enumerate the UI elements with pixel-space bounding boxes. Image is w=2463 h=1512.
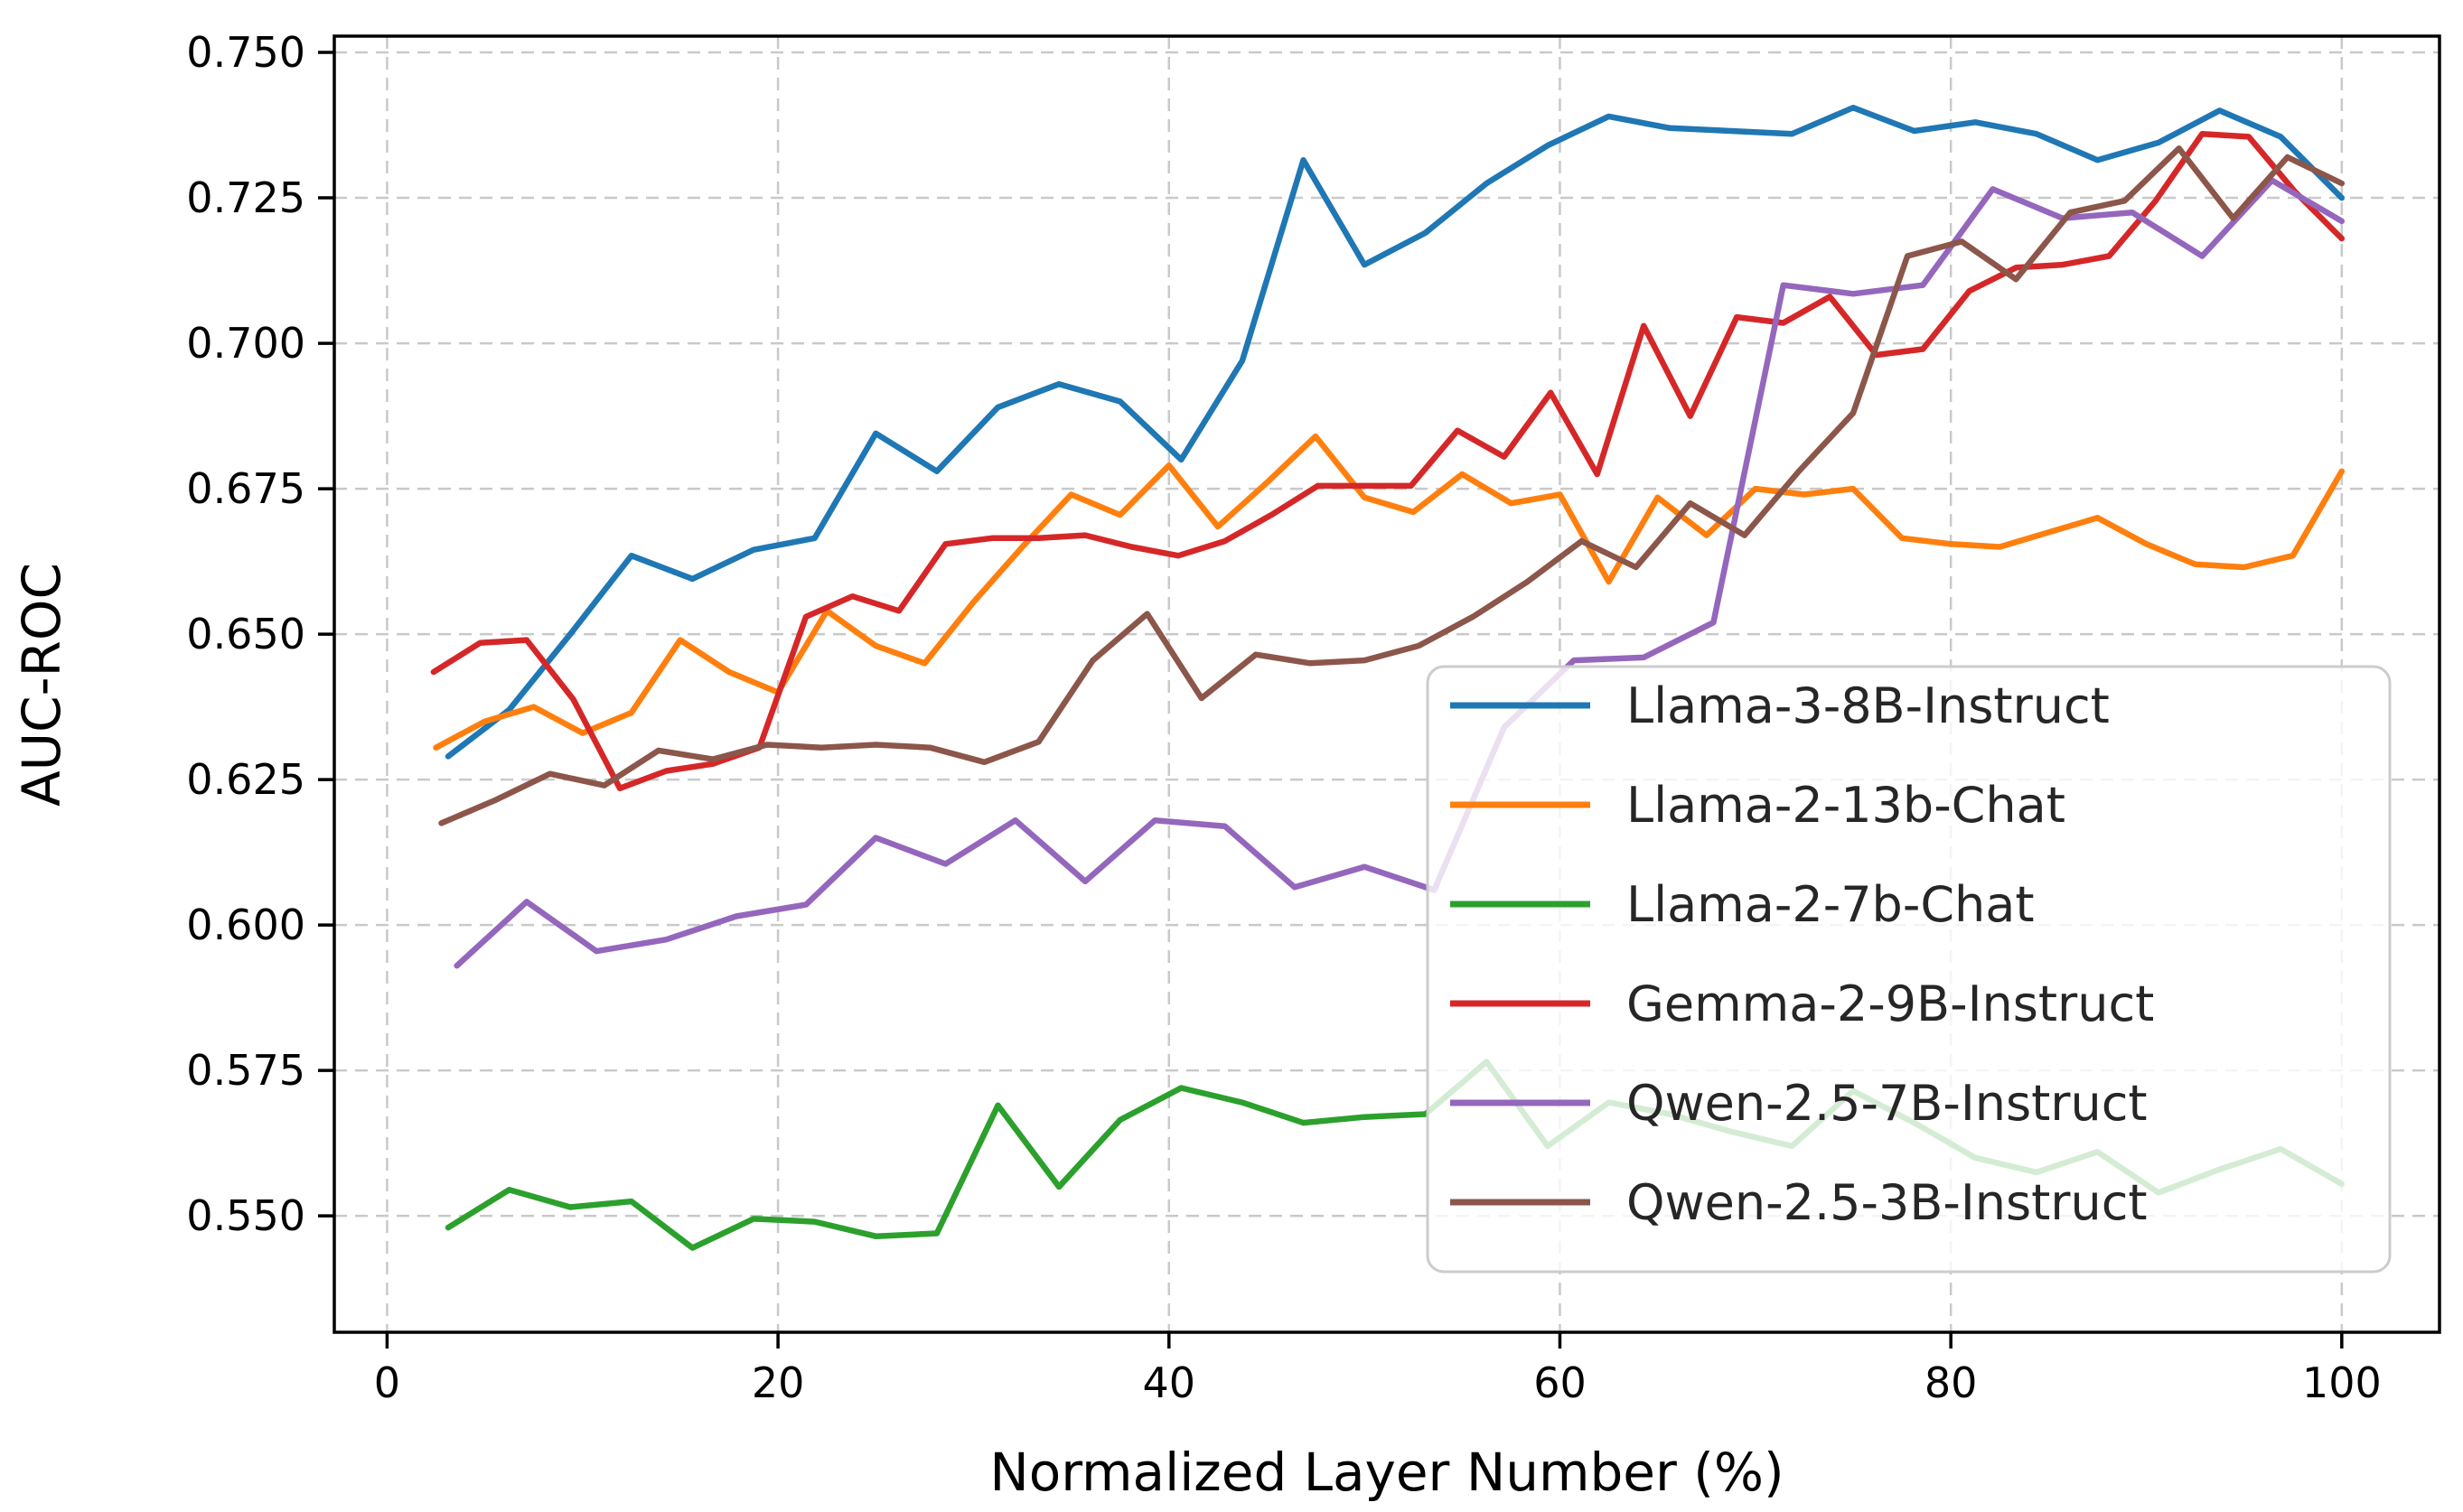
x-axis-label: Normalized Layer Number (%) [989, 1442, 1784, 1503]
legend-label: Llama-2-7b-Chat [1626, 876, 2035, 933]
legend: Llama-3-8B-Instruct Llama-2-13b-Chat Llama… [1426, 665, 2392, 1274]
y-tick-label: 0.725 [186, 173, 305, 222]
x-tick-label: 20 [752, 1358, 805, 1407]
y-tick-label: 0.575 [186, 1046, 305, 1095]
legend-label: Llama-3-8B-Instruct [1626, 677, 2110, 734]
x-tick-label: 100 [2302, 1358, 2382, 1407]
y-tick-label: 0.600 [186, 901, 305, 949]
x-tick-label: 0 [374, 1358, 400, 1407]
legend-label: Qwen-2.5-3B-Instruct [1626, 1174, 2148, 1231]
y-tick-label: 0.650 [186, 610, 305, 658]
axes: 0 20 40 60 80 100 0.550 0.575 0.600 0.625 0.650 0.6… [186, 28, 2441, 1407]
legend-label: Gemma-2-9B-Instruct [1626, 975, 2154, 1032]
y-axis-label: AUC-ROC [11, 563, 72, 807]
legend-box [1426, 665, 2392, 1274]
y-tick-label: 0.750 [186, 28, 305, 77]
series-line-llama-2-13b-chat [433, 433, 2346, 751]
y-tick-label: 0.675 [186, 464, 305, 513]
x-tick-label: 60 [1533, 1358, 1587, 1407]
legend-label: Qwen-2.5-7B-Instruct [1626, 1075, 2148, 1132]
y-tick-label: 0.625 [186, 755, 305, 804]
series-line-qwen-2.5-3b-instruct [438, 145, 2346, 826]
legend-label: Llama-2-13b-Chat [1626, 777, 2065, 834]
plot-border [332, 34, 2441, 1334]
x-tick-label: 40 [1143, 1358, 1196, 1407]
x-tick-label: 80 [1925, 1358, 1978, 1407]
series-line-qwen-2.5-7b-instruct [454, 177, 2346, 969]
axis-labels: Normalized Layer Number (%) AUC-ROC [11, 563, 1784, 1503]
series-line-llama-3-8b-instruct [445, 104, 2346, 760]
y-tick-label: 0.700 [186, 319, 305, 368]
y-tick-label: 0.550 [186, 1191, 305, 1240]
